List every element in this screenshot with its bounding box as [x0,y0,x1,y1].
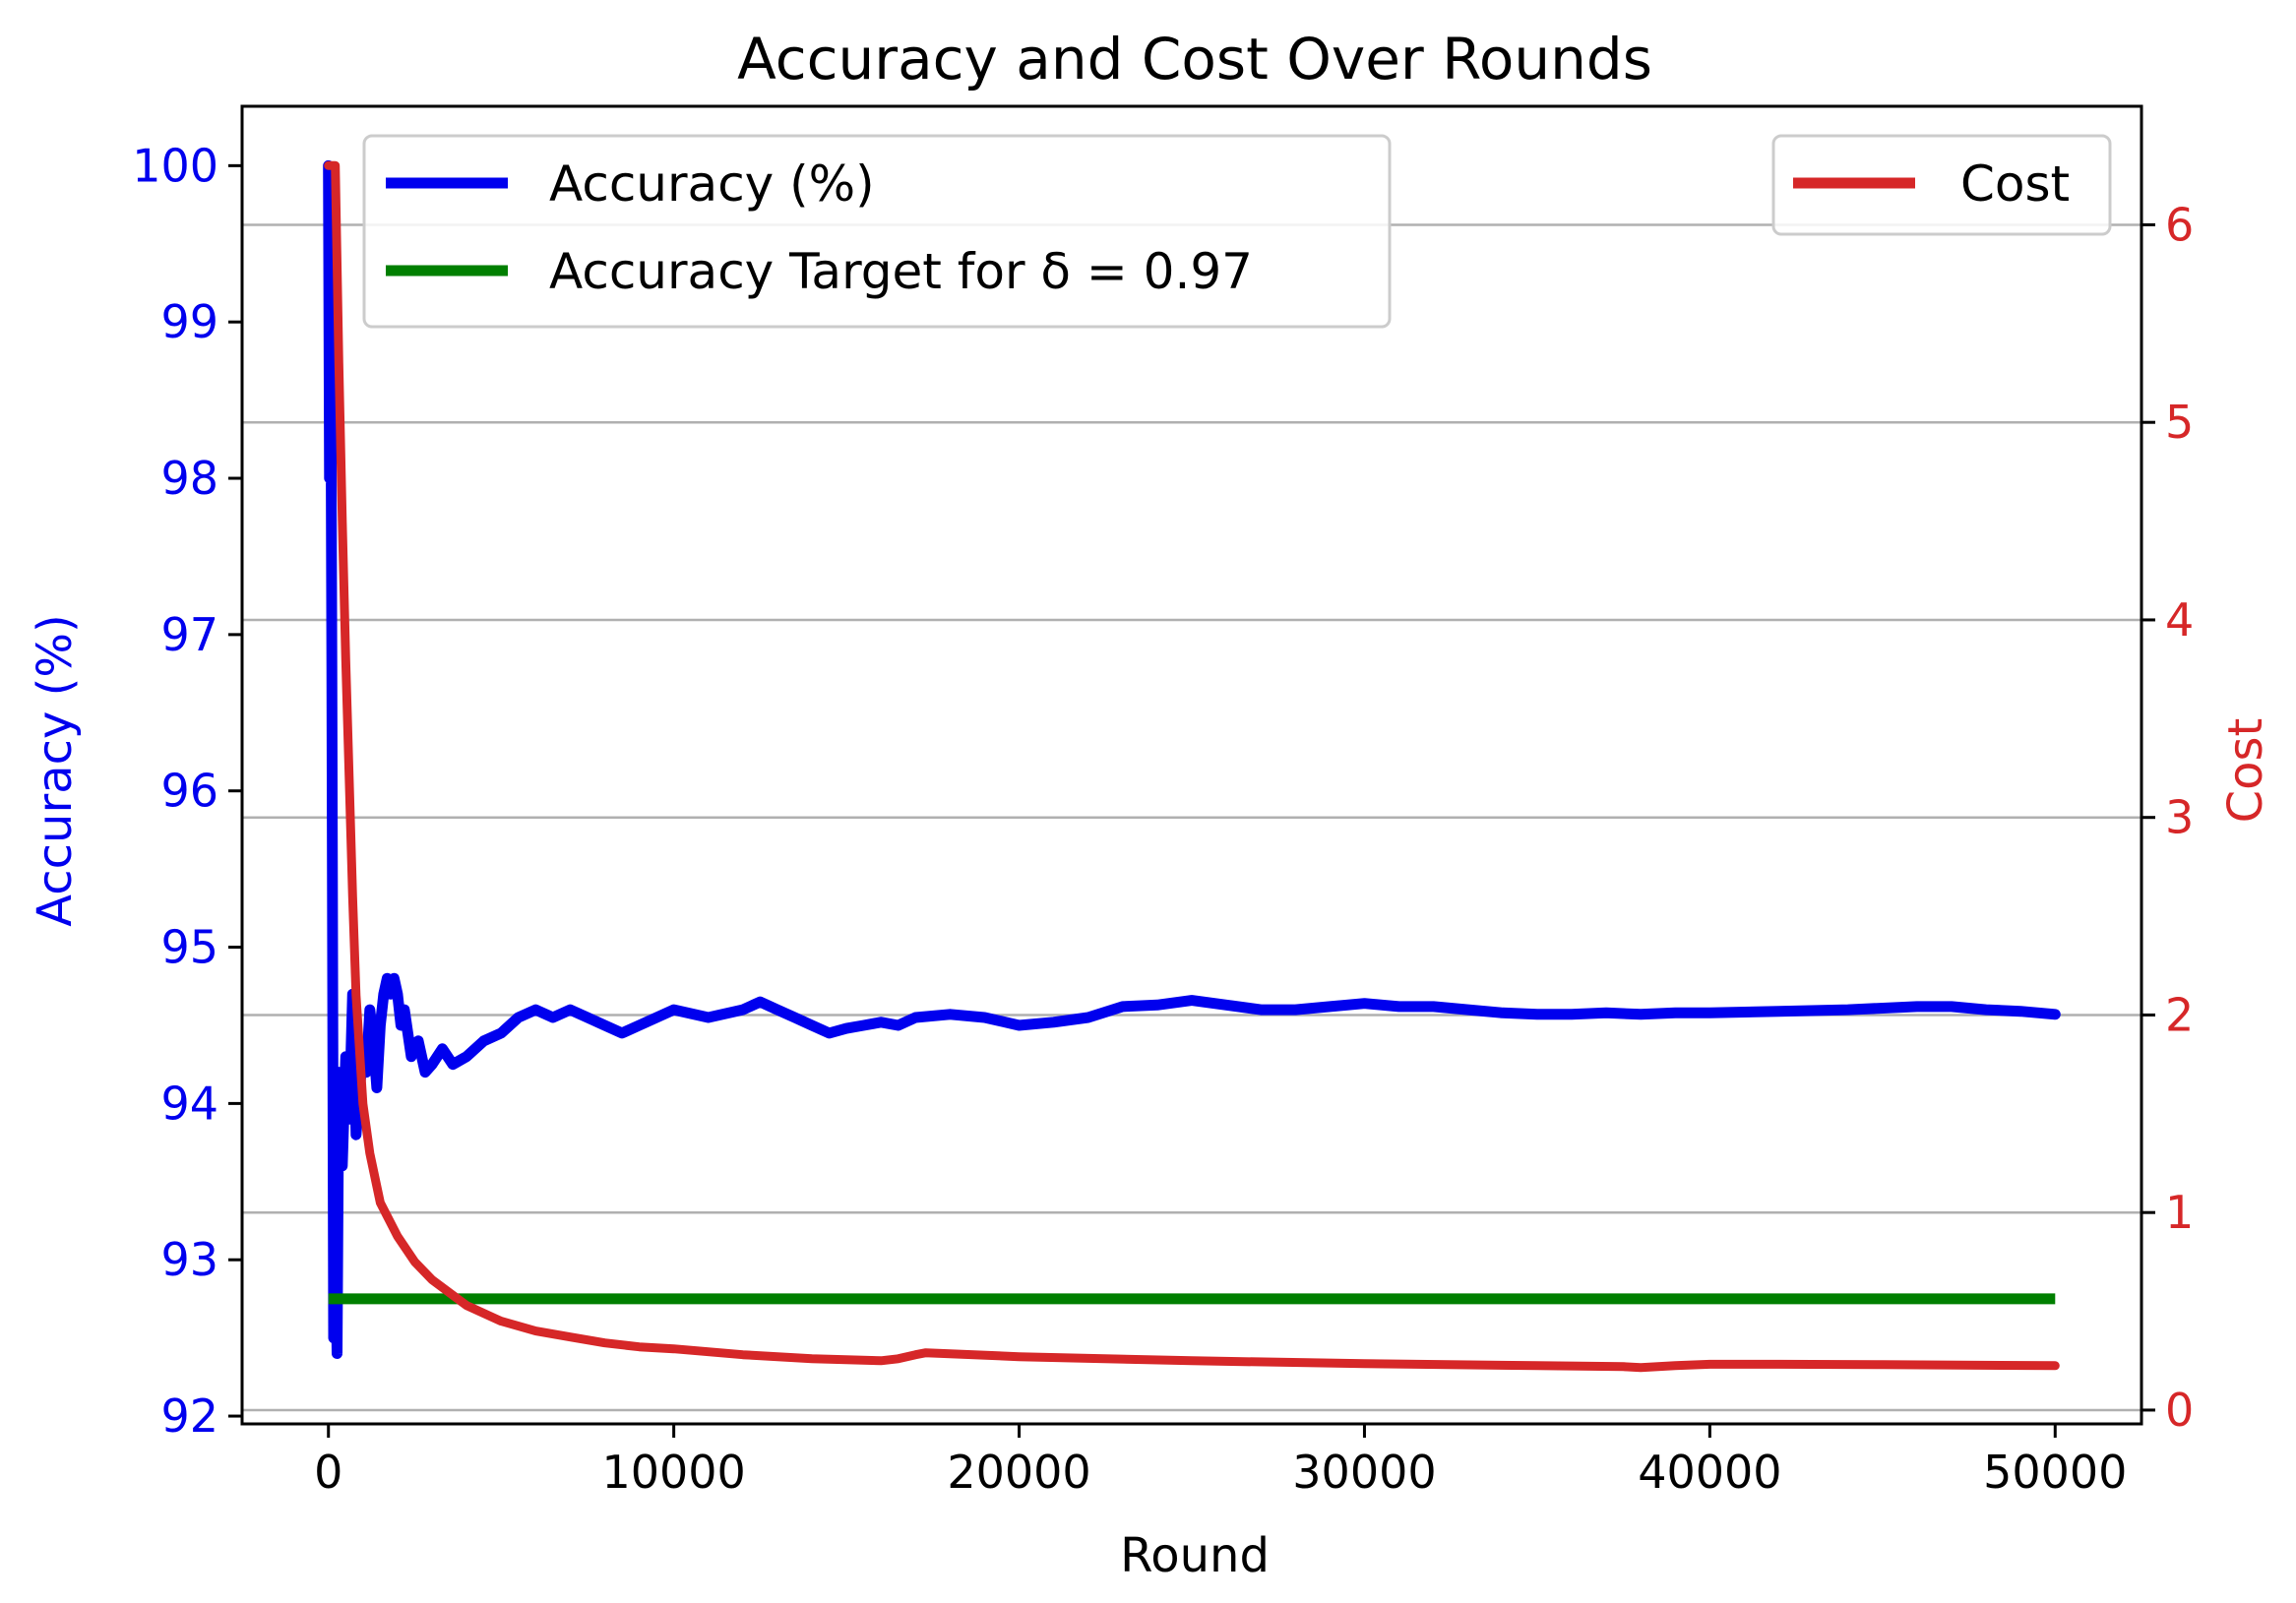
right-y-tick-label: 6 [2165,198,2194,251]
right-y-axis-label: Cost [2218,718,2273,824]
left-y-tick-label: 92 [160,1389,218,1443]
left-y-tick-label: 97 [160,608,218,661]
left-y-tick-label: 99 [160,295,218,348]
x-tick-label: 50000 [1983,1446,2127,1499]
legend-right: Cost [1771,134,2112,236]
x-tick-label: 0 [314,1446,342,1499]
left-y-tick-label: 95 [160,921,218,974]
x-tick-label: 10000 [601,1446,745,1499]
right-y-tick-label: 3 [2165,791,2194,844]
legend-left-box [362,134,1392,329]
left-y-tick-label: 100 [132,139,218,192]
plot-frame [240,104,2143,1426]
x-tick-label: 40000 [1638,1446,1781,1499]
left-y-tick-label: 96 [160,765,218,818]
right-y-axis-ticks: 0 1 2 3 4 5 6 [2141,198,2194,1437]
left-y-tick-label: 94 [160,1077,218,1130]
legend-cost-label: Cost [1960,155,2070,213]
cost-line [324,160,2060,1373]
x-axis-ticks: 0 10000 20000 30000 40000 50000 [314,1424,2127,1499]
chart-title: Accuracy and Cost Over Rounds [737,26,1652,92]
legend-target-label: Accuracy Target for δ = 0.97 [549,243,1253,300]
left-y-tick-label: 98 [160,452,218,505]
right-y-tick-label: 1 [2165,1186,2194,1239]
legend-accuracy-label: Accuracy (%) [549,155,875,213]
right-y-tick-label: 0 [2165,1384,2194,1437]
left-y-tick-label: 93 [160,1233,218,1286]
x-tick-label: 20000 [947,1446,1090,1499]
x-axis-label: Round [1120,1528,1270,1583]
right-y-tick-label: 5 [2165,396,2194,449]
right-y-tick-label: 4 [2165,593,2194,647]
left-y-axis-ticks: 92 93 94 95 96 97 98 99 100 [132,139,242,1443]
right-y-tick-label: 2 [2165,988,2194,1041]
legend-right-box [1771,134,2112,236]
left-y-axis-label: Accuracy (%) [28,614,83,926]
x-tick-label: 30000 [1292,1446,1436,1499]
series-layer [323,159,2061,1373]
legend-left: Accuracy (%) Accuracy Target for δ = 0.9… [362,134,1392,329]
